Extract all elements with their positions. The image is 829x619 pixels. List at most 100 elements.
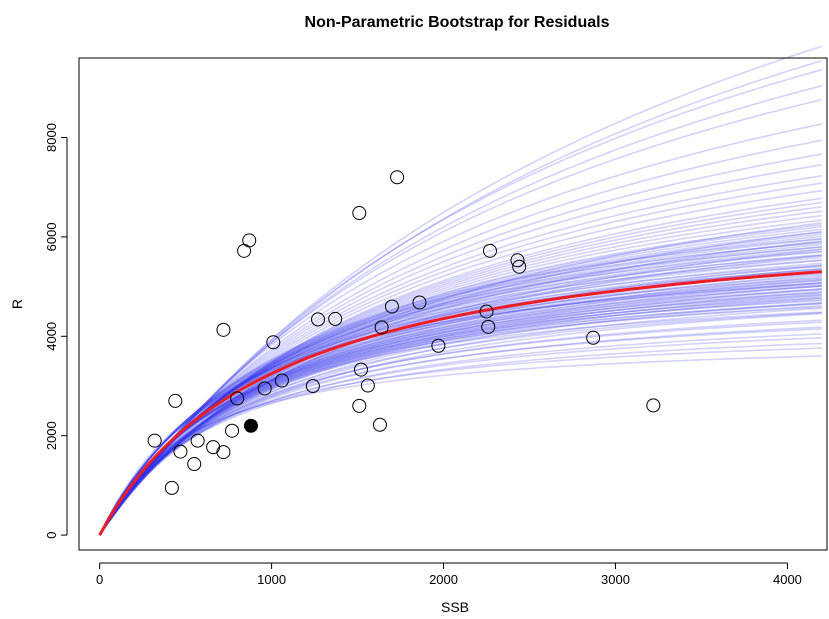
data-point xyxy=(190,433,205,448)
bootstrap-curve xyxy=(98,59,823,536)
x-tick-label: 1000 xyxy=(257,572,286,587)
data-point xyxy=(431,338,446,353)
data-point xyxy=(168,393,183,408)
bootstrap-curve xyxy=(98,347,822,536)
data-point xyxy=(216,445,231,460)
bootstrap-curve xyxy=(98,197,822,536)
x-tick-label: 2000 xyxy=(429,572,458,587)
bootstrap-curve xyxy=(98,251,822,536)
data-point xyxy=(372,417,387,432)
bootstrap-curve xyxy=(98,279,822,536)
x-axis: 0 1000 2000 3000 4000 xyxy=(96,562,802,587)
bootstrap-curve xyxy=(98,285,822,536)
bootstrap-curve xyxy=(98,123,823,536)
bootstrap-curve xyxy=(98,337,822,536)
data-point xyxy=(412,295,427,310)
bootstrap-curve xyxy=(98,175,822,536)
bootstrap-curve xyxy=(98,326,822,536)
bootstrap-curve xyxy=(98,68,823,536)
chart-title: Non-Parametric Bootstrap for Residuals xyxy=(305,14,610,31)
bootstrap-curve xyxy=(98,254,822,536)
bootstrap-curve xyxy=(98,210,822,536)
data-point xyxy=(311,312,326,327)
data-point xyxy=(482,243,497,258)
y-tick-label: 8000 xyxy=(44,123,59,152)
bootstrap-curve xyxy=(98,98,823,536)
bootstrap-curve xyxy=(98,281,822,536)
y-axis: 0 2000 4000 6000 8000 xyxy=(44,123,68,539)
data-point xyxy=(187,457,202,472)
bootstrap-curve xyxy=(98,293,822,536)
bootstrap-curve xyxy=(98,285,822,536)
bootstrap-curve xyxy=(98,243,822,536)
plot-frame xyxy=(78,57,828,551)
data-point xyxy=(586,330,601,345)
x-axis-label: SSB xyxy=(441,599,469,615)
data-point xyxy=(216,322,231,337)
bootstrap-curve xyxy=(98,295,822,536)
bootstrap-curve xyxy=(98,231,822,536)
bootstrap-curve xyxy=(98,303,822,536)
data-point xyxy=(352,398,367,413)
data-point xyxy=(328,311,343,326)
bootstrap-curve xyxy=(98,259,822,536)
data-point xyxy=(305,379,320,393)
data-point xyxy=(384,299,399,314)
bootstrap-curve xyxy=(98,278,822,536)
bootstrap-curve xyxy=(98,201,822,536)
bootstrap-curve xyxy=(98,250,822,536)
bootstrap-curve xyxy=(98,288,822,536)
data-point xyxy=(274,373,289,388)
x-tick-label: 3000 xyxy=(601,572,630,587)
bootstrap-curve xyxy=(98,238,822,536)
bootstrap-curve xyxy=(98,84,823,536)
bootstrap-curve xyxy=(98,302,822,536)
bootstrap-curve xyxy=(98,306,822,536)
bootstrap-curve xyxy=(98,267,822,536)
bootstrap-curve xyxy=(98,214,822,536)
bootstrap-curve xyxy=(98,153,822,536)
data-point xyxy=(390,170,405,185)
bootstrap-curve xyxy=(98,305,822,536)
bootstrap-curve xyxy=(98,240,822,536)
bootstrap-curve xyxy=(98,223,822,536)
bootstrap-curve xyxy=(98,228,822,536)
bootstrap-curve xyxy=(98,298,822,536)
data-points xyxy=(147,170,661,495)
bootstrap-curves xyxy=(98,45,823,536)
data-point xyxy=(646,398,661,413)
bootstrap-curve xyxy=(98,241,822,536)
data-point xyxy=(225,423,240,438)
data-point xyxy=(147,433,162,448)
bootstrap-curve xyxy=(98,254,822,536)
bootstrap-curve xyxy=(98,245,822,536)
data-point xyxy=(352,206,367,221)
bootstrap-curve xyxy=(98,311,822,536)
bootstrap-curve xyxy=(98,226,822,536)
bootstrap-curve xyxy=(98,319,822,536)
bootstrap-curve xyxy=(98,237,822,536)
data-point xyxy=(173,444,188,459)
bootstrap-curve xyxy=(98,301,822,536)
bootstrap-curve xyxy=(98,231,822,536)
bootstrap-curve xyxy=(98,268,822,536)
bootstrap-curve xyxy=(98,288,822,536)
data-point xyxy=(481,319,496,334)
bootstrap-curve xyxy=(98,264,822,536)
bootstrap-curve xyxy=(98,274,822,536)
data-point xyxy=(512,259,527,274)
bootstrap-curve xyxy=(98,297,822,536)
bootstrap-curve xyxy=(98,328,822,536)
bootstrap-curve xyxy=(98,189,822,536)
bootstrap-curve xyxy=(98,219,822,536)
highlighted-data-point xyxy=(243,418,258,433)
bootstrap-curve xyxy=(98,282,822,536)
bootstrap-curve xyxy=(98,45,823,536)
bootstrap-curve xyxy=(98,291,822,536)
data-point xyxy=(257,381,272,396)
bootstrap-curve xyxy=(98,273,822,536)
bootstrap-curve xyxy=(98,355,822,536)
data-point xyxy=(360,378,375,393)
bootstrap-curve xyxy=(98,297,822,536)
